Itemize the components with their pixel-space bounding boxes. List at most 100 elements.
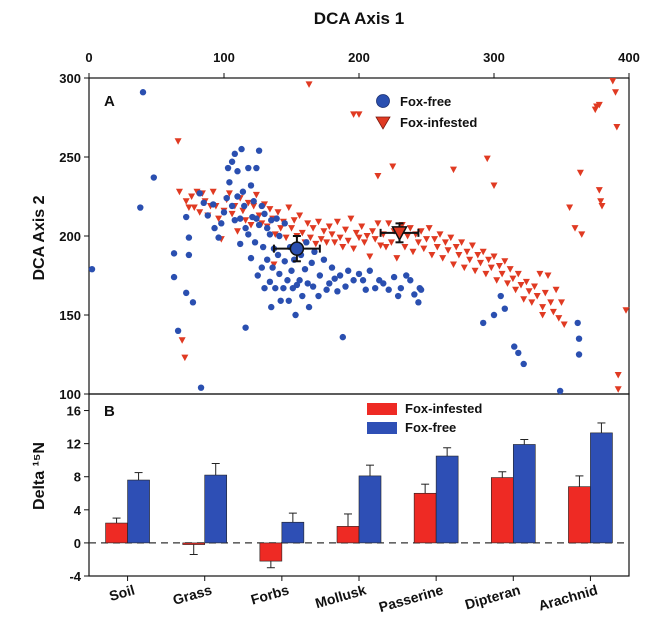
fox-free-point: [250, 198, 257, 205]
fox-free-point: [242, 224, 249, 232]
fox-infested-point: [274, 209, 282, 216]
legend-fox-free-marker: [376, 94, 390, 108]
fox-free-point: [276, 270, 283, 278]
fox-infested-point: [369, 228, 376, 235]
fox-infested-point: [175, 188, 183, 196]
fox-free-point: [359, 277, 367, 284]
fox-infested-point: [598, 202, 606, 210]
fox-infested-point: [566, 204, 574, 212]
fox-free-point: [303, 239, 310, 246]
fox-free-point: [242, 324, 249, 331]
top-x-tick-label: 100: [213, 50, 235, 65]
fox-infested-point: [363, 233, 371, 240]
fox-infested-point: [501, 258, 509, 265]
fox-free-point: [301, 265, 309, 273]
fox-infested-point: [250, 202, 258, 210]
fox-infested-point: [312, 240, 320, 248]
fox-infested-point: [374, 172, 382, 180]
fox-infested-point: [344, 237, 352, 245]
fox-free-point: [234, 193, 241, 200]
fox-infested-point: [539, 304, 547, 311]
fox-free-point: [296, 277, 303, 284]
legend-fox-infested-marker: [375, 116, 391, 130]
fox-free-point: [308, 259, 315, 267]
fox-infested-point: [277, 225, 285, 232]
fox-infested-point: [234, 228, 241, 235]
fox-free-point: [285, 297, 292, 304]
fox-free-point: [223, 194, 230, 202]
fox-infested-point: [576, 169, 584, 177]
fox-infested-point: [414, 239, 422, 246]
fox-infested-point: [215, 215, 223, 223]
fox-infested-point: [333, 218, 341, 226]
fox-infested-point: [560, 321, 568, 328]
fox-free-point: [417, 286, 425, 293]
fox-infested-point: [358, 223, 366, 231]
fox-infested-point: [525, 288, 533, 295]
top-x-tick-label: 300: [483, 50, 505, 65]
fox-free-point: [245, 231, 252, 238]
fox-infested-point: [420, 245, 428, 253]
panel-a-plot: 0 100 200 300 400 100 150 200 250 300: [59, 50, 640, 402]
fox-infested-point: [271, 231, 279, 238]
fox-free-point: [215, 234, 222, 241]
fox-free-point: [299, 292, 306, 300]
fox-infested-point: [225, 190, 233, 197]
fox-infested-point: [509, 275, 517, 283]
fox-infested-point: [255, 212, 263, 219]
fox-free-point: [237, 240, 244, 248]
fox-infested-point: [298, 229, 306, 237]
fox-infested-mean-marker: [391, 226, 408, 242]
fox-infested-point: [323, 239, 331, 246]
fox-free-point: [185, 251, 193, 259]
fox-infested-point: [531, 283, 538, 291]
fox-infested-point: [244, 199, 252, 207]
fox-free-point: [362, 286, 369, 293]
legend-b-fox-free-swatch: [367, 422, 397, 434]
fox-free-point: [220, 209, 228, 216]
panel-b-y-tick-label: 8: [74, 470, 81, 485]
panel-b-y-tick-label: 4: [74, 503, 82, 518]
fox-infested-point: [622, 307, 630, 314]
fox-infested-point: [190, 204, 198, 212]
fox-free-point: [339, 333, 346, 341]
fox-infested-point: [296, 212, 304, 219]
fox-infested-point: [595, 187, 603, 194]
fox-free-bar: [435, 455, 459, 544]
fox-free-point: [311, 248, 318, 255]
fox-infested-point: [547, 299, 555, 306]
category-label: Passerine: [377, 581, 445, 615]
fox-free-point: [264, 256, 271, 263]
fox-free-point: [254, 272, 261, 279]
fox-infested-bar: [336, 526, 360, 544]
fox-free-point: [403, 272, 410, 279]
fox-free-point: [253, 215, 260, 222]
fox-infested-point: [520, 296, 528, 303]
fox-free-point: [276, 232, 283, 240]
fox-free-point: [264, 224, 271, 232]
fox-infested-point: [331, 239, 339, 246]
fox-infested-point: [483, 155, 491, 163]
fox-free-point: [247, 254, 255, 262]
fox-infested-point: [471, 267, 479, 275]
fox-infested-point: [571, 225, 579, 232]
fox-free-bar: [590, 432, 613, 544]
fox-free-point: [342, 283, 349, 290]
fox-infested-point: [609, 78, 617, 85]
fox-infested-point: [506, 266, 514, 273]
fox-free-point: [575, 351, 583, 358]
fox-infested-point: [409, 248, 417, 256]
fox-free-point: [397, 284, 405, 292]
fox-infested-point: [436, 231, 444, 238]
fox-infested-point: [512, 286, 520, 294]
fox-infested-point: [266, 206, 274, 213]
fox-free-bar: [204, 474, 228, 544]
fox-infested-point: [401, 244, 409, 251]
category-label: Soil: [107, 582, 136, 604]
fox-free-point: [273, 215, 280, 222]
fox-free-point: [197, 384, 205, 391]
fox-free-point: [253, 164, 260, 172]
fox-free-point: [355, 270, 363, 278]
fox-infested-point: [366, 253, 374, 261]
fox-infested-point: [315, 218, 322, 226]
